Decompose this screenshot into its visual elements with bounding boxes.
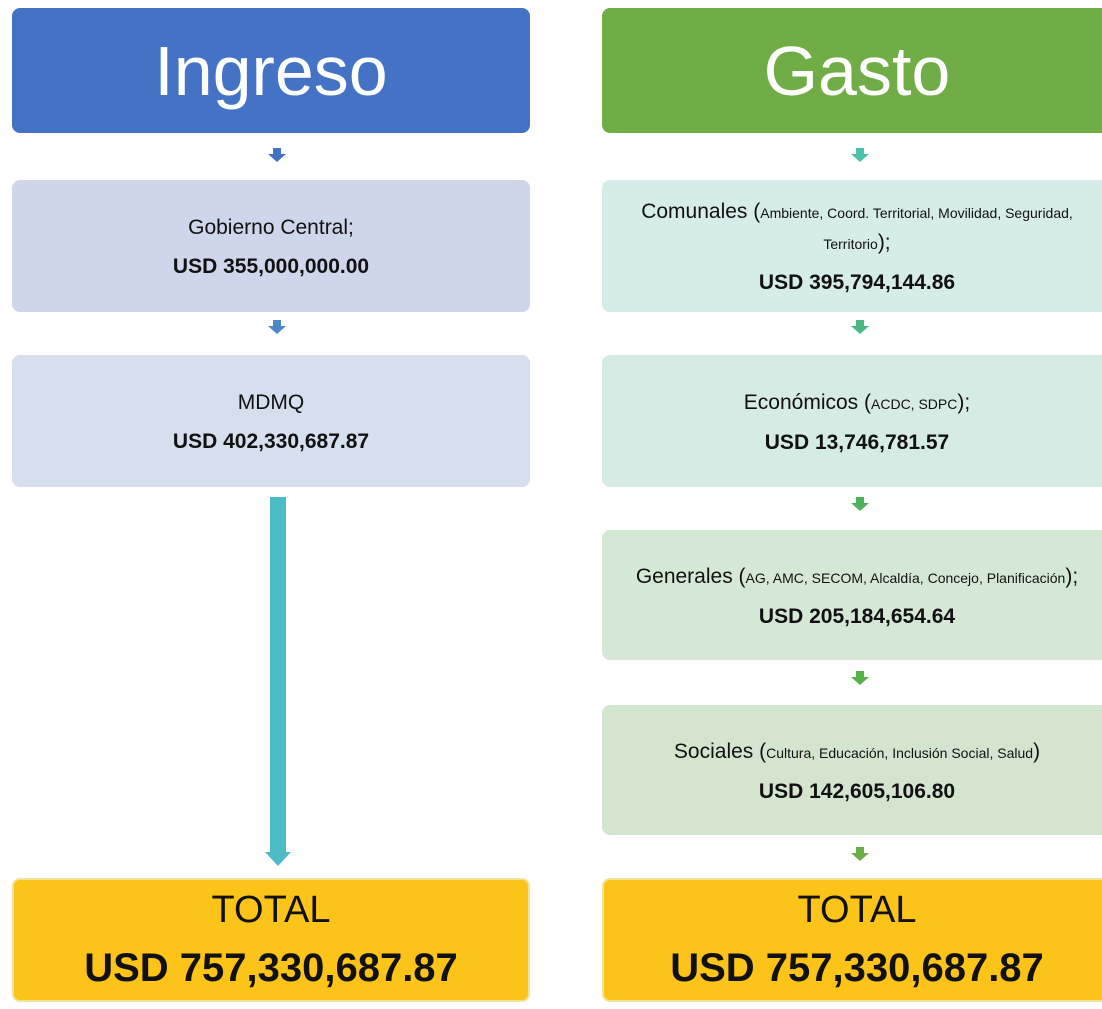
- close: ): [1033, 739, 1041, 763]
- arrow: [265, 497, 291, 866]
- arrow: [851, 320, 869, 334]
- label: MDMQ: [237, 391, 305, 414]
- close: );: [1065, 564, 1079, 588]
- total-amount: USD 757,330,687.87: [84, 946, 458, 990]
- title: Ingreso: [154, 31, 388, 110]
- total-amount: USD 757,330,687.87: [670, 946, 1044, 990]
- title: Gasto: [763, 31, 951, 110]
- arrow: [851, 847, 869, 861]
- total-label: TOTAL: [211, 889, 331, 931]
- label: Comunales (Ambiente, Coord. Territorial,…: [602, 197, 1102, 259]
- amount: USD 142,605,106.80: [758, 779, 956, 803]
- gasto-item: Económicos (ACDC, SDPC); USD 13,746,781.5…: [602, 355, 1102, 487]
- amount: USD 402,330,687.87: [172, 430, 370, 453]
- detail: Cultura, Educación, Inclusión Social, Sa…: [766, 744, 1034, 761]
- ingreso-header: Ingreso: [12, 8, 530, 133]
- gasto-header: Gasto: [602, 8, 1102, 133]
- arrow: [851, 671, 869, 685]
- ingreso-total: TOTAL USD 757,330,687.87: [12, 878, 530, 1002]
- gasto-item: Comunales (Ambiente, Coord. Territorial,…: [602, 180, 1102, 312]
- label: Económicos (ACDC, SDPC);: [740, 388, 974, 419]
- amount: USD 355,000,000.00: [172, 255, 370, 278]
- name: Económicos (: [743, 390, 872, 414]
- arrow: [851, 497, 869, 511]
- total-label: TOTAL: [797, 889, 917, 931]
- gasto-total: TOTAL USD 757,330,687.87: [602, 878, 1102, 1002]
- close: );: [877, 231, 891, 254]
- close: );: [957, 390, 971, 414]
- amount: USD 205,184,654.64: [758, 604, 956, 628]
- name: Sociales (: [673, 739, 767, 763]
- name: Generales (: [635, 564, 746, 588]
- label: Generales (AG, AMC, SECOM, Alcaldía, Con…: [632, 562, 1082, 593]
- label: Sociales (Cultura, Educación, Inclusión …: [670, 737, 1044, 768]
- detail: Ambiente, Coord. Territorial, Movilidad,…: [760, 205, 1073, 252]
- gasto-item: Generales (AG, AMC, SECOM, Alcaldía, Con…: [602, 530, 1102, 660]
- arrow: [268, 148, 286, 162]
- detail: AG, AMC, SECOM, Alcaldía, Concejo, Plani…: [745, 569, 1066, 586]
- name: Comunales (: [641, 200, 761, 223]
- ingreso-item: MDMQ USD 402,330,687.87: [12, 355, 530, 487]
- arrow: [851, 148, 869, 162]
- gasto-item: Sociales (Cultura, Educación, Inclusión …: [602, 705, 1102, 835]
- label: Gobierno Central;: [188, 216, 354, 239]
- ingreso-item: Gobierno Central; USD 355,000,000.00: [12, 180, 530, 312]
- detail: ACDC, SDPC: [871, 395, 958, 412]
- arrow: [268, 320, 286, 334]
- amount: USD 395,794,144.86: [758, 271, 956, 294]
- amount: USD 13,746,781.57: [764, 430, 950, 454]
